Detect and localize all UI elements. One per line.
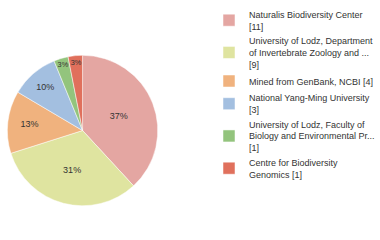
svg-text:Centre for BiodiversityGenomic: Centre for BiodiversityGenomics [1] [249,158,338,180]
svg-text:Naturalis Biodiversity Center[: Naturalis Biodiversity Center[11] [249,10,363,32]
svg-text:University of Lodz, Faculty of: University of Lodz, Faculty ofBiology an… [249,120,375,153]
svg-text:National Yang-Ming University[: National Yang-Ming University[3] [249,93,370,115]
svg-text:10%: 10% [36,82,54,92]
svg-text:3%: 3% [71,58,82,67]
svg-text:13%: 13% [21,119,39,129]
svg-text:3%: 3% [58,60,69,69]
svg-text:University of Lodz, Department: University of Lodz, Departmentof Inverte… [249,36,373,69]
svg-text:37%: 37% [110,111,128,121]
svg-text:Mined from GenBank, NCBI [4]: Mined from GenBank, NCBI [4] [249,77,373,87]
svg-text:31%: 31% [63,165,81,175]
